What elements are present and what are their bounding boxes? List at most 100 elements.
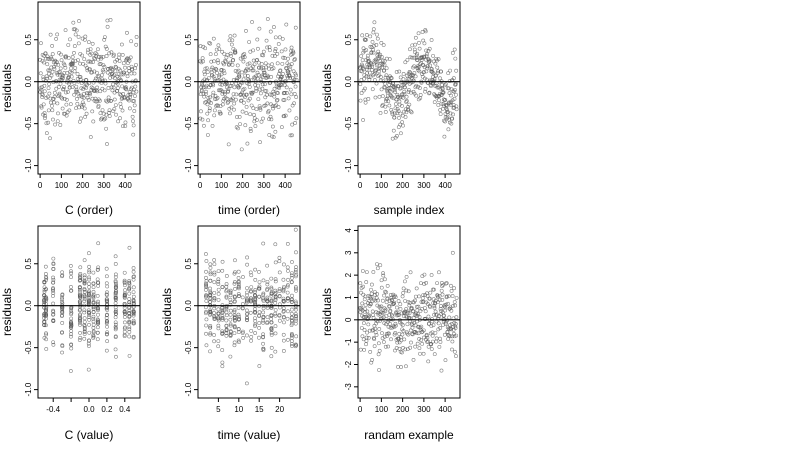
data-point <box>114 286 118 291</box>
data-point <box>228 34 233 39</box>
data-point <box>373 326 378 331</box>
data-point <box>383 277 387 282</box>
data-point <box>220 364 225 369</box>
data-point <box>271 106 275 111</box>
data-point <box>206 95 211 100</box>
data-point <box>358 347 363 352</box>
data-point <box>273 324 278 329</box>
data-point <box>259 119 264 124</box>
data-point <box>77 318 82 323</box>
data-point <box>74 106 78 111</box>
data-point <box>256 97 261 102</box>
data-point <box>367 328 372 333</box>
data-point <box>413 74 418 79</box>
data-point <box>86 315 91 319</box>
data-point <box>60 343 65 348</box>
data-point <box>43 51 48 56</box>
data-point <box>128 95 132 100</box>
data-point <box>95 267 100 272</box>
data-point <box>371 47 376 52</box>
data-point <box>368 65 372 70</box>
data-point <box>117 59 122 63</box>
data-point <box>417 69 422 74</box>
data-point <box>255 57 259 62</box>
data-point <box>273 35 278 40</box>
data-point <box>45 62 50 67</box>
data-point <box>224 331 229 336</box>
x-tick-label: 5 <box>216 405 221 414</box>
data-point <box>276 42 281 46</box>
data-point <box>261 49 266 54</box>
data-point <box>414 304 419 309</box>
data-point <box>232 340 237 345</box>
data-point <box>224 333 229 338</box>
data-point <box>422 306 427 310</box>
data-point <box>113 309 118 314</box>
data-point <box>230 62 235 67</box>
data-point <box>253 267 258 272</box>
data-point <box>228 60 233 65</box>
data-point <box>204 317 209 322</box>
data-point <box>88 135 93 139</box>
data-point <box>208 41 213 46</box>
data-point <box>236 275 241 280</box>
data-point <box>358 281 363 286</box>
data-point <box>60 350 64 355</box>
data-point <box>381 43 386 47</box>
data-point <box>369 50 374 55</box>
data-point <box>228 297 233 302</box>
data-point <box>216 344 221 349</box>
data-point <box>215 58 220 63</box>
data-point <box>452 47 457 52</box>
data-point <box>405 57 410 62</box>
data-point <box>270 53 275 58</box>
data-point <box>393 295 398 299</box>
data-point <box>51 277 56 282</box>
data-point <box>87 270 92 275</box>
data-point <box>43 264 48 269</box>
data-point <box>89 51 94 56</box>
panel-sample-index-xlabel: sample index <box>374 203 445 217</box>
data-point <box>371 30 376 35</box>
data-point <box>119 42 124 47</box>
data-point <box>244 381 249 386</box>
data-point <box>268 48 272 53</box>
data-point <box>382 62 387 67</box>
data-point <box>122 315 127 319</box>
data-point <box>398 307 403 311</box>
data-point <box>257 87 262 92</box>
data-point <box>124 87 129 92</box>
data-point <box>293 84 298 89</box>
data-point <box>364 37 368 42</box>
data-point <box>132 274 136 279</box>
data-point <box>105 308 110 312</box>
data-point <box>51 308 56 313</box>
data-point <box>83 114 88 119</box>
data-point <box>359 91 364 95</box>
data-point <box>289 339 294 344</box>
data-point <box>442 332 447 337</box>
data-point <box>386 324 391 329</box>
data-point <box>220 360 225 365</box>
data-point <box>361 292 366 297</box>
data-point <box>409 110 414 115</box>
data-point <box>66 43 71 47</box>
data-point <box>257 325 261 330</box>
data-point <box>449 93 453 98</box>
data-point <box>289 92 294 97</box>
data-point <box>273 313 278 318</box>
data-point <box>443 308 447 313</box>
data-point <box>208 310 213 315</box>
data-point <box>95 337 100 342</box>
data-point <box>284 85 289 90</box>
data-point <box>76 41 81 46</box>
data-point <box>123 293 127 298</box>
data-point <box>390 112 395 116</box>
data-point <box>42 280 47 284</box>
data-point <box>69 312 74 317</box>
data-point <box>271 25 276 29</box>
data-point <box>82 287 87 292</box>
data-point <box>82 320 87 324</box>
data-point <box>405 315 409 320</box>
data-point <box>79 116 83 121</box>
